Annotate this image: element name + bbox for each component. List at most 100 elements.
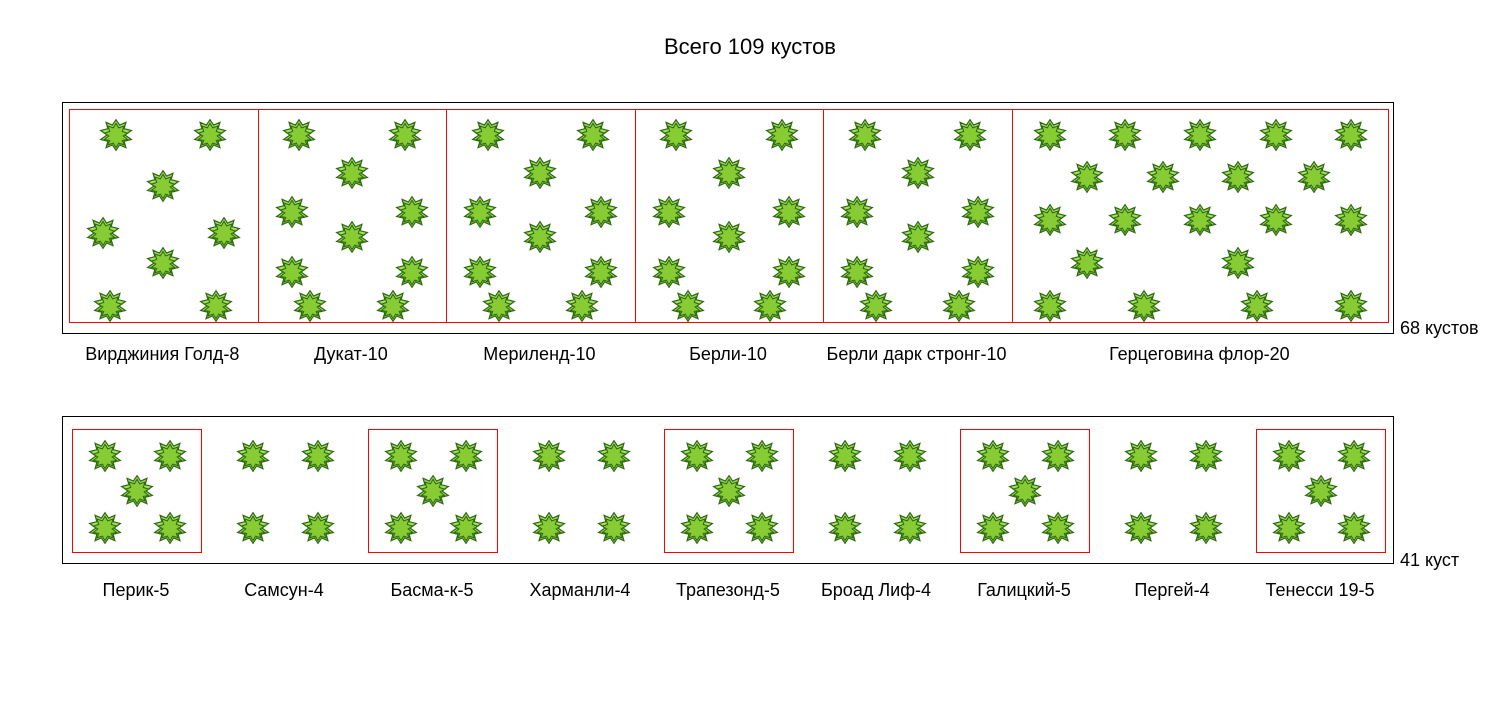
plant-icon <box>235 510 271 546</box>
bed-row-1 <box>62 102 1394 334</box>
plants-row-2 <box>63 417 1393 563</box>
plant-icon <box>771 254 807 290</box>
section-label: Дукат-10 <box>257 344 446 365</box>
plant-icon <box>752 288 788 324</box>
plant-icon <box>1188 510 1224 546</box>
plant-icon <box>1007 473 1043 509</box>
row2-side-label: 41 куст <box>1400 550 1459 571</box>
plant-icon <box>679 510 715 546</box>
plant-icon <box>462 254 498 290</box>
plant-icon <box>575 117 611 153</box>
plant-icon <box>87 438 123 474</box>
plant-icon <box>152 510 188 546</box>
plant-icon <box>771 194 807 230</box>
plant-icon <box>85 215 121 251</box>
plant-icon <box>470 117 506 153</box>
plant-icon <box>1032 202 1068 238</box>
section-label: Самсун-4 <box>210 580 358 601</box>
plant-icon <box>1107 117 1143 153</box>
plant-icon <box>1123 438 1159 474</box>
plant-icon <box>1239 288 1275 324</box>
plant-icon <box>679 438 715 474</box>
row1-side-label: 68 кустов <box>1400 318 1479 339</box>
plant-icon <box>206 215 242 251</box>
plant-icon <box>462 194 498 230</box>
plant-icon <box>531 510 567 546</box>
section-label: Герцеговина флор-20 <box>1011 344 1388 365</box>
plant-icon <box>1107 202 1143 238</box>
plant-icon <box>531 438 567 474</box>
plant-icon <box>1032 288 1068 324</box>
plant-icon <box>119 473 155 509</box>
plant-icon <box>744 510 780 546</box>
plant-icon <box>300 510 336 546</box>
plant-icon <box>448 438 484 474</box>
section-label: Тенесси 19-5 <box>1246 580 1394 601</box>
plant-icon <box>383 510 419 546</box>
plant-icon <box>87 510 123 546</box>
plant-icon <box>892 438 928 474</box>
page-title: Всего 109 кустов <box>0 34 1500 60</box>
plant-icon <box>892 510 928 546</box>
plant-icon <box>481 288 517 324</box>
plant-icon <box>235 438 271 474</box>
section-label: Перик-5 <box>62 580 210 601</box>
plant-icon <box>960 194 996 230</box>
plant-icon <box>711 219 747 255</box>
planting-diagram: Всего 109 кустов 68 кустов Вирджиния Гол… <box>0 0 1500 714</box>
plant-icon <box>1145 159 1181 195</box>
plant-icon <box>900 219 936 255</box>
section-label: Басма-к-5 <box>358 580 506 601</box>
bed-row-2 <box>62 416 1394 564</box>
plant-icon <box>1126 288 1162 324</box>
plant-icon <box>764 117 800 153</box>
section-label: Берли дарк стронг-10 <box>822 344 1011 365</box>
plant-icon <box>847 117 883 153</box>
plant-icon <box>394 194 430 230</box>
plant-icon <box>415 473 451 509</box>
plant-icon <box>522 155 558 191</box>
plant-icon <box>334 219 370 255</box>
plant-icon <box>583 194 619 230</box>
plant-icon <box>1182 202 1218 238</box>
plant-icon <box>300 438 336 474</box>
section-label: Галицкий-5 <box>950 580 1098 601</box>
plant-icon <box>92 288 128 324</box>
plant-icon <box>1040 510 1076 546</box>
plant-icon <box>1069 245 1105 281</box>
plant-icon <box>152 438 188 474</box>
plant-icon <box>1069 159 1105 195</box>
plant-icon <box>711 473 747 509</box>
plant-icon <box>394 254 430 290</box>
plant-icon <box>281 117 317 153</box>
section-label: Мериленд-10 <box>445 344 634 365</box>
plant-icon <box>145 168 181 204</box>
section-label: Пергей-4 <box>1098 580 1246 601</box>
plant-icon <box>1296 159 1332 195</box>
plant-icon <box>1333 288 1369 324</box>
plant-icon <box>448 510 484 546</box>
plant-icon <box>1258 117 1294 153</box>
plant-icon <box>1220 159 1256 195</box>
section-label: Вирджиния Голд-8 <box>68 344 257 365</box>
plant-icon <box>658 117 694 153</box>
plant-icon <box>192 117 228 153</box>
plant-icon <box>1258 202 1294 238</box>
plant-icon <box>1271 510 1307 546</box>
plant-icon <box>839 254 875 290</box>
plant-icon <box>292 288 328 324</box>
plant-icon <box>387 117 423 153</box>
plant-icon <box>1333 202 1369 238</box>
plant-icon <box>900 155 936 191</box>
plant-icon <box>1336 510 1372 546</box>
plant-icon <box>1032 117 1068 153</box>
plant-icon <box>827 510 863 546</box>
plant-icon <box>1303 473 1339 509</box>
plant-icon <box>334 155 370 191</box>
plant-icon <box>583 254 619 290</box>
plant-icon <box>383 438 419 474</box>
plant-icon <box>1271 438 1307 474</box>
plant-icon <box>1220 245 1256 281</box>
plant-icon <box>651 194 687 230</box>
plant-icon <box>145 245 181 281</box>
